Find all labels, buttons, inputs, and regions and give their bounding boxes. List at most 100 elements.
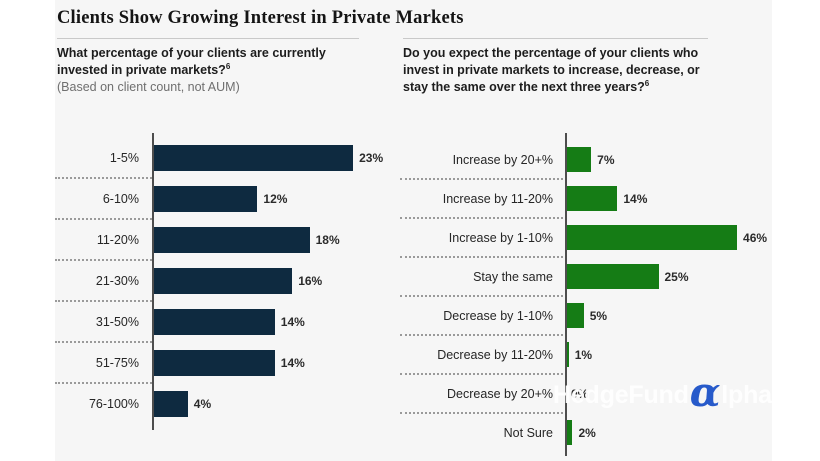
value-label: 23% [359,150,384,165]
bar-row: 21-30% 16% [55,260,425,302]
bar-row: Not Sure 2% [400,413,820,452]
bar-row: 76-100% 4% [55,383,425,424]
question-line: Do you expect the percentage of your cli… [403,46,699,60]
bar [153,308,275,335]
axis-line-left [152,133,154,430]
value-label: 14% [280,314,305,329]
value-label: 1% [574,347,593,362]
row-separator [55,341,152,343]
category-label: Decrease by 1-10% [443,308,553,323]
subtitle-note: (Based on client count, not AUM) [57,80,240,94]
bar-zone: 2% [565,420,820,445]
bar [153,144,354,171]
bar-zone: 25% [565,264,820,289]
bar-zone: 1% [565,342,820,367]
watermark-text-right: lpha [721,381,772,409]
bar-row: 51-75% 14% [55,342,425,384]
category-label: 76-100% [88,396,139,411]
bar-zone: 0% [565,381,820,406]
footnote-superscript: 6 [225,61,231,71]
bar-row: Stay the same 25% [400,257,820,297]
bar-zone: 23% [153,144,425,171]
category-label: Stay the same [473,269,553,284]
bar [153,267,293,294]
bar-zone: 14% [153,308,425,335]
value-label: 4% [193,396,212,411]
value-label: 14% [280,355,305,370]
category-label: Not Sure [503,425,553,440]
row-separator [55,300,152,302]
bar-row: Increase by 20+% 7% [400,140,820,180]
bar [565,342,569,367]
bar-zone: 12% [153,185,425,212]
category-label: 31-50% [95,314,139,329]
row-separator [400,256,563,258]
footnote-superscript: 6 [644,78,650,88]
row-separator [400,373,563,375]
bar-row: Decrease by 11-20% 1% [400,335,820,375]
title-divider-right [403,38,708,39]
bar-row: 1-5% 23% [55,137,425,179]
category-label: Increase by 1-10% [448,230,553,245]
row-separator [55,382,152,384]
bar [565,225,738,250]
bar-zone: 18% [153,226,425,253]
bar [565,303,584,328]
bar-row: Decrease by 20+% 0% [400,374,820,414]
value-label: 7% [597,152,615,167]
row-separator [400,217,563,219]
value-label: 25% [664,269,689,284]
bar-zone: 46% [565,225,820,250]
bar-row: 31-50% 14% [55,301,425,343]
row-separator [400,295,563,297]
category-label: Decrease by 20+% [447,386,553,401]
bar-chart-expected-change: Increase by 20+% 7% Increase by 11-20% 14% I… [400,140,820,452]
bar-zone: 16% [153,267,425,294]
row-separator [400,412,563,414]
bar-row: 6-10% 12% [55,178,425,220]
bar [565,147,592,172]
question-line: invested in private markets?6 [57,61,231,77]
category-label: Increase by 11-20% [442,191,553,206]
question-line: invest in private markets to increase, d… [403,63,700,77]
watermark-logo: HedgeFund α lpha [553,369,772,416]
row-separator [55,218,152,220]
row-separator [400,178,563,180]
bar-zone: 14% [153,349,425,376]
question-line: stay the same over the next three years?… [403,78,650,94]
value-label: 14% [623,191,648,206]
bar [565,186,618,211]
axis-line-right [565,133,567,456]
bar [565,420,573,445]
row-separator [55,177,152,179]
row-separator [400,334,563,336]
bar-row: Increase by 11-20% 14% [400,179,820,219]
title-divider-left [57,38,359,39]
bar [565,264,659,289]
bar-row: Decrease by 1-10% 5% [400,296,820,336]
category-label: 51-75% [95,355,139,370]
bar-chart-current-investment: 1-5% 23% 6-10% 12% 11-20% 18% 21-30% 16% 31-50% 1… [55,137,425,424]
category-label: Decrease by 11-20% [437,347,553,362]
right-chart-header: Do you expect the percentage of your cli… [403,45,743,96]
bar [153,349,275,376]
value-label: 5% [589,308,608,323]
bar-zone: 5% [565,303,820,328]
bar [153,185,258,212]
bar [153,226,310,253]
value-label: 12% [263,191,288,206]
question-line: What percentage of your clients are curr… [57,46,326,60]
category-label: 6-10% [102,191,139,206]
bar-zone: 7% [565,147,820,172]
page-title: Clients Show Growing Interest in Private… [57,8,464,28]
value-label: 16% [298,273,323,288]
value-label: 2% [578,425,596,440]
bar-zone: 14% [565,186,820,211]
category-label: Increase by 20+% [452,152,553,167]
category-label: 11-20% [96,232,139,247]
category-label: 21-30% [95,273,139,288]
bar-row: Increase by 1-10% 46% [400,218,820,258]
value-label: 0% [571,386,589,401]
bar-zone: 4% [153,390,425,417]
